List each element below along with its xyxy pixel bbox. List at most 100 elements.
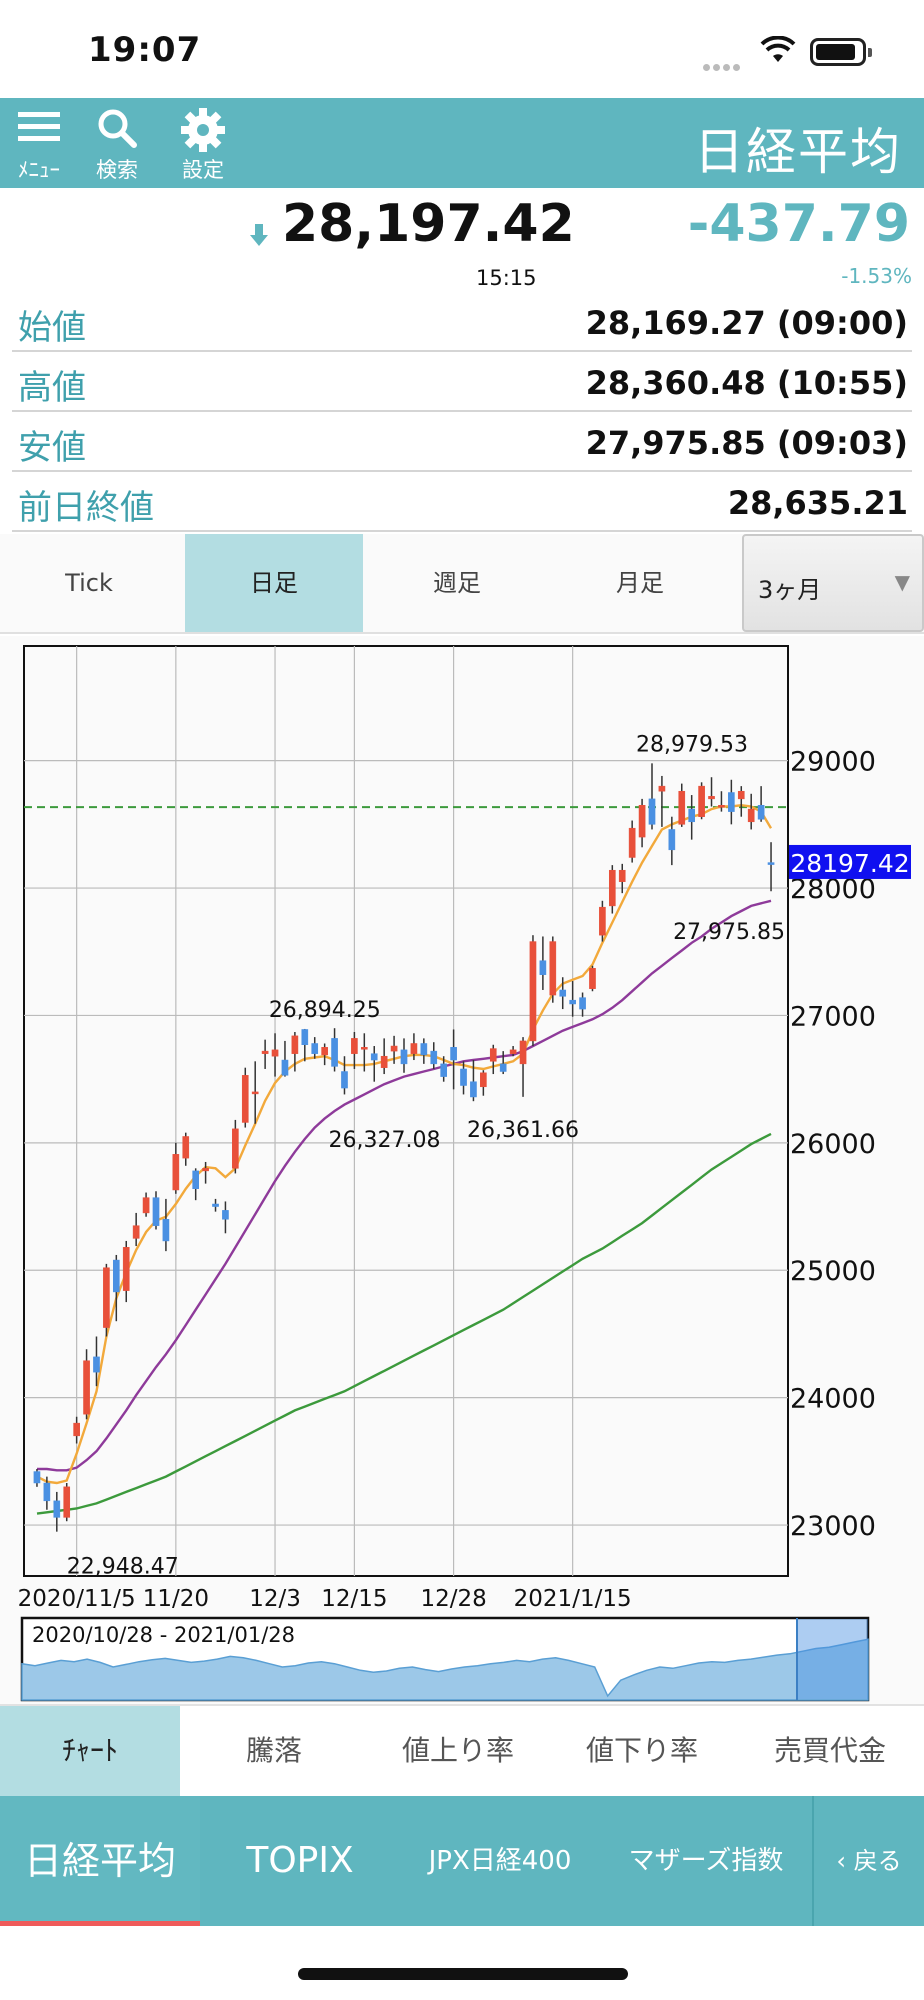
candle-body — [698, 785, 705, 817]
tab-weekly[interactable]: 週足 — [433, 569, 481, 597]
candle-body — [569, 999, 576, 1005]
current-price-badge-label: 28197.42 — [790, 849, 909, 878]
candle-body — [559, 989, 567, 997]
tab-topix[interactable]: TOPIX — [246, 1840, 354, 1881]
candle-body — [103, 1267, 110, 1328]
home-indicator — [298, 1968, 628, 1980]
candle-body — [688, 808, 696, 823]
chart-annotation: 26,361.66 — [467, 1118, 579, 1143]
candle-body — [618, 869, 626, 882]
app-header: ﾒﾆｭｰ 検索 設定 日経平均 — [0, 98, 924, 188]
candle-body — [450, 1047, 457, 1061]
chart-annotation: 27,975.85 — [673, 920, 785, 945]
status-bar: 19:07 — [0, 0, 924, 98]
tab-mothers[interactable]: マザーズ指数 — [628, 1846, 784, 1876]
candle-body — [162, 1219, 170, 1242]
candle-body — [539, 960, 547, 975]
stat-label: 始値 — [18, 308, 86, 348]
current-price: 28,197.42 — [282, 194, 575, 254]
chart-annotation: 26,327.08 — [328, 1128, 440, 1153]
y-tick-label: 29000 — [790, 747, 876, 778]
candle-body — [301, 1029, 309, 1046]
moving-average-mid — [37, 899, 772, 1472]
candle-body — [658, 785, 666, 792]
candle-body — [152, 1197, 160, 1226]
candle-body — [251, 1091, 259, 1095]
candle-body — [509, 1049, 517, 1054]
candle-body — [321, 1047, 328, 1056]
candle-body — [549, 941, 557, 996]
signal-icon — [703, 56, 743, 75]
candle-body — [489, 1048, 497, 1062]
candlestick-chart[interactable]: 23000 24000 25000 26000 27000 28000 29000 2020/… — [0, 636, 924, 1704]
wifi-icon — [760, 36, 796, 62]
candle-body — [43, 1482, 51, 1502]
x-tick-label: 12/3 — [249, 1586, 301, 1612]
navigator-area — [21, 1638, 869, 1701]
candle-body — [370, 1053, 378, 1061]
tab-nikkei225[interactable]: 日経平均 — [0, 1796, 200, 1926]
tab-top-losers[interactable]: 値下り率 — [585, 1734, 698, 1767]
tab-chart[interactable]: ﾁｬｰﾄ — [0, 1706, 180, 1796]
tab-jpx400[interactable]: JPX日経400 — [428, 1846, 572, 1876]
chart-area[interactable]: 23000 24000 25000 26000 27000 28000 29000 2020/… — [0, 636, 924, 1704]
candle-body — [579, 997, 586, 1010]
stat-label: 安値 — [18, 428, 86, 468]
current-price-badge — [789, 844, 911, 879]
candle-body — [132, 1225, 140, 1239]
candle-body — [519, 1040, 527, 1065]
stat-row-low: 安値 27,975.85 (09:03) — [12, 412, 912, 472]
view-tabs: ﾁｬｰﾄ 騰落 値上り率 値下り率 売買代金 — [0, 1704, 924, 1796]
candle-body — [628, 827, 636, 858]
price-change-percent: -1.53% — [841, 264, 912, 288]
candle-body — [83, 1360, 90, 1415]
settings-label: 設定 — [182, 158, 224, 182]
tab-advance-decline[interactable]: 騰落 — [245, 1734, 302, 1767]
candle-body — [222, 1210, 229, 1220]
candle-body — [331, 1038, 338, 1067]
price-change: -437.79 — [687, 194, 910, 254]
candle-body — [648, 798, 656, 825]
candle-body — [737, 790, 745, 800]
tab-tick[interactable]: Tick — [65, 569, 113, 597]
candle-body — [341, 1071, 348, 1089]
tab-top-gainers[interactable]: 値上り率 — [401, 1734, 514, 1767]
tab-trading-value[interactable]: 売買代金 — [773, 1734, 886, 1767]
y-tick-label: 23000 — [790, 1511, 876, 1542]
x-tick-label: 2020/11/5 — [18, 1586, 136, 1612]
candle-body — [767, 862, 775, 865]
x-tick-label: 2021/1/15 — [514, 1586, 632, 1612]
x-tick-label: 12/15 — [321, 1586, 387, 1612]
candle-body — [241, 1075, 249, 1123]
search-label: 検索 — [96, 158, 138, 182]
candle-body — [271, 1049, 279, 1057]
moving-average-long — [36, 1132, 772, 1515]
candle-body — [608, 869, 616, 907]
tab-daily[interactable]: 日足 — [185, 534, 363, 632]
candle-body — [33, 1471, 41, 1484]
candle-body — [589, 968, 596, 989]
candle-body — [63, 1486, 71, 1518]
candle-body — [112, 1259, 120, 1293]
candle-body — [757, 804, 765, 820]
plot-frame — [23, 645, 789, 1577]
period-select[interactable]: 3ヶ月 ▼ — [742, 534, 924, 632]
candle-body — [380, 1055, 388, 1068]
candle-body — [668, 829, 676, 851]
status-time: 19:07 — [88, 30, 202, 70]
candle-body — [202, 1168, 209, 1172]
candle-body — [460, 1068, 467, 1086]
tab-monthly[interactable]: 月足 — [616, 569, 664, 597]
chart-annotation: 26,894.25 — [269, 998, 381, 1023]
price-time: 15:15 — [476, 266, 537, 290]
stat-row-prev-close: 前日終値 28,635.21 — [12, 472, 912, 532]
candle-body — [172, 1154, 180, 1191]
back-button[interactable]: ‹ 戻る — [812, 1796, 924, 1926]
candle-body — [599, 906, 606, 936]
menu-button[interactable]: ﾒﾆｭｰ — [6, 98, 72, 188]
search-button[interactable]: 検索 — [84, 98, 150, 188]
candle-body — [311, 1043, 319, 1054]
candle-body — [529, 941, 537, 1042]
arrow-down-icon — [250, 224, 268, 246]
settings-button[interactable]: 設定 — [170, 98, 236, 188]
